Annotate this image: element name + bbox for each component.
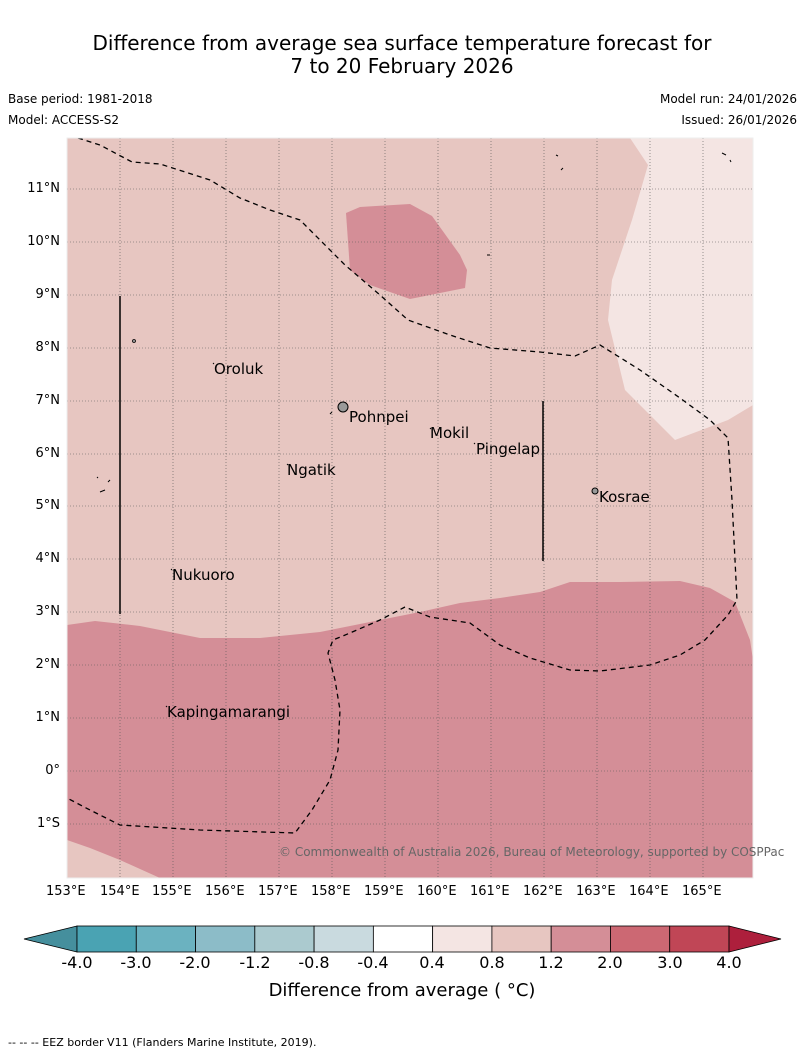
place-nukuoro: Nukuoro (172, 566, 235, 584)
colorbar-extend-high (728, 925, 782, 953)
lon-label: 157°E (258, 884, 298, 899)
lat-label: 6°N (35, 446, 61, 461)
colorbar-extend-low (23, 925, 78, 953)
island-dot (132, 339, 136, 343)
colorbar-tick: -2.0 (179, 953, 211, 972)
lon-label: 153°E (46, 884, 86, 899)
colorbar-cell (550, 925, 611, 953)
colorbar-cell (610, 925, 671, 953)
lat-label: 10°N (27, 234, 60, 249)
map-frame (66, 137, 754, 879)
lat-label: 4°N (35, 551, 61, 566)
eez-legend-note: -- -- -- EEZ border V11 (Flanders Marine… (8, 1036, 317, 1049)
place-oroluk: Oroluk (214, 360, 264, 378)
lon-label: 160°E (417, 884, 457, 899)
colorbar-cell (432, 925, 493, 953)
base-period: Base period: 1981-2018 (8, 92, 153, 106)
colorbar-cell (669, 925, 730, 953)
lon-label: 156°E (205, 884, 245, 899)
colorbar-tick: 2.0 (597, 953, 623, 972)
lon-label: 154°E (100, 884, 140, 899)
atoll-marks (96, 152, 732, 708)
kosrae-island (591, 487, 599, 495)
lon-label: 162°E (523, 884, 563, 899)
lon-label: 155°E (152, 884, 192, 899)
anomaly-region-0.4-0.8 (608, 138, 753, 440)
place-ngatik: Ngatik (287, 461, 336, 479)
chart-title: Difference from average sea surface temp… (0, 32, 804, 78)
lat-label: 8°N (35, 340, 61, 355)
title-line-1: Difference from average sea surface temp… (92, 31, 712, 55)
lat-label: 2°N (35, 657, 61, 672)
lat-label: 5°N (35, 498, 61, 513)
colorbar (23, 925, 782, 953)
lat-label: 3°N (35, 604, 61, 619)
colorbar-cell (254, 925, 315, 953)
lat-label: 7°N (35, 393, 61, 408)
lat-label: 11°N (27, 181, 60, 196)
colorbar-tick: -1.2 (239, 953, 271, 972)
colorbar-tick: 4.0 (716, 953, 742, 972)
anomaly-region-1.2-2.0-north (346, 204, 467, 299)
colorbar-title: Difference from average ( °C) (268, 980, 536, 1001)
colorbar-tick: -4.0 (61, 953, 93, 972)
colorbar-cell (195, 925, 256, 953)
pohnpei-island (337, 401, 349, 413)
colorbar-tick: -3.0 (120, 953, 152, 972)
lon-label: 159°E (364, 884, 404, 899)
lat-label: 1°S (36, 816, 60, 831)
lat-label: 9°N (35, 287, 61, 302)
colorbar-cell (372, 925, 434, 953)
model-name: Model: ACCESS-S2 (8, 113, 120, 127)
model-run: Model run: 24/01/2026 (659, 92, 797, 106)
lat-label: 1°N (35, 710, 61, 725)
colorbar-cell (313, 925, 374, 953)
gridlines (67, 138, 753, 878)
colorbar-tick: -0.8 (298, 953, 330, 972)
title-line-2: 7 to 20 February 2026 (290, 54, 514, 78)
colorbar-tick: 1.2 (538, 953, 564, 972)
colorbar-tick: 0.8 (479, 953, 505, 972)
lat-label: 0° (45, 763, 60, 778)
lon-label: 165°E (682, 884, 722, 899)
colorbar-cell (491, 925, 552, 953)
place-kosrae: Kosrae (599, 488, 650, 506)
place-pohnpei: Pohnpei (349, 408, 409, 426)
lon-label: 163°E (576, 884, 616, 899)
issued-date: Issued: 26/01/2026 (681, 113, 797, 127)
colorbar-tick: 0.4 (419, 953, 445, 972)
lon-label: 164°E (629, 884, 669, 899)
colorbar-tick: 3.0 (657, 953, 683, 972)
place-mokil: Mokil (430, 424, 470, 442)
lon-label: 158°E (311, 884, 351, 899)
eez-border (67, 138, 738, 834)
anomaly-region-1.2-2.0-south (67, 581, 753, 878)
place-pingelap: Pingelap (476, 440, 541, 458)
colorbar-tick: -0.4 (357, 953, 389, 972)
copyright-notice: © Commonwealth of Australia 2026, Bureau… (279, 845, 785, 859)
colorbar-cell (135, 925, 196, 953)
colorbar-cell (76, 925, 137, 953)
place-kapingamarangi: Kapingamarangi (167, 703, 291, 721)
lon-label: 161°E (470, 884, 510, 899)
